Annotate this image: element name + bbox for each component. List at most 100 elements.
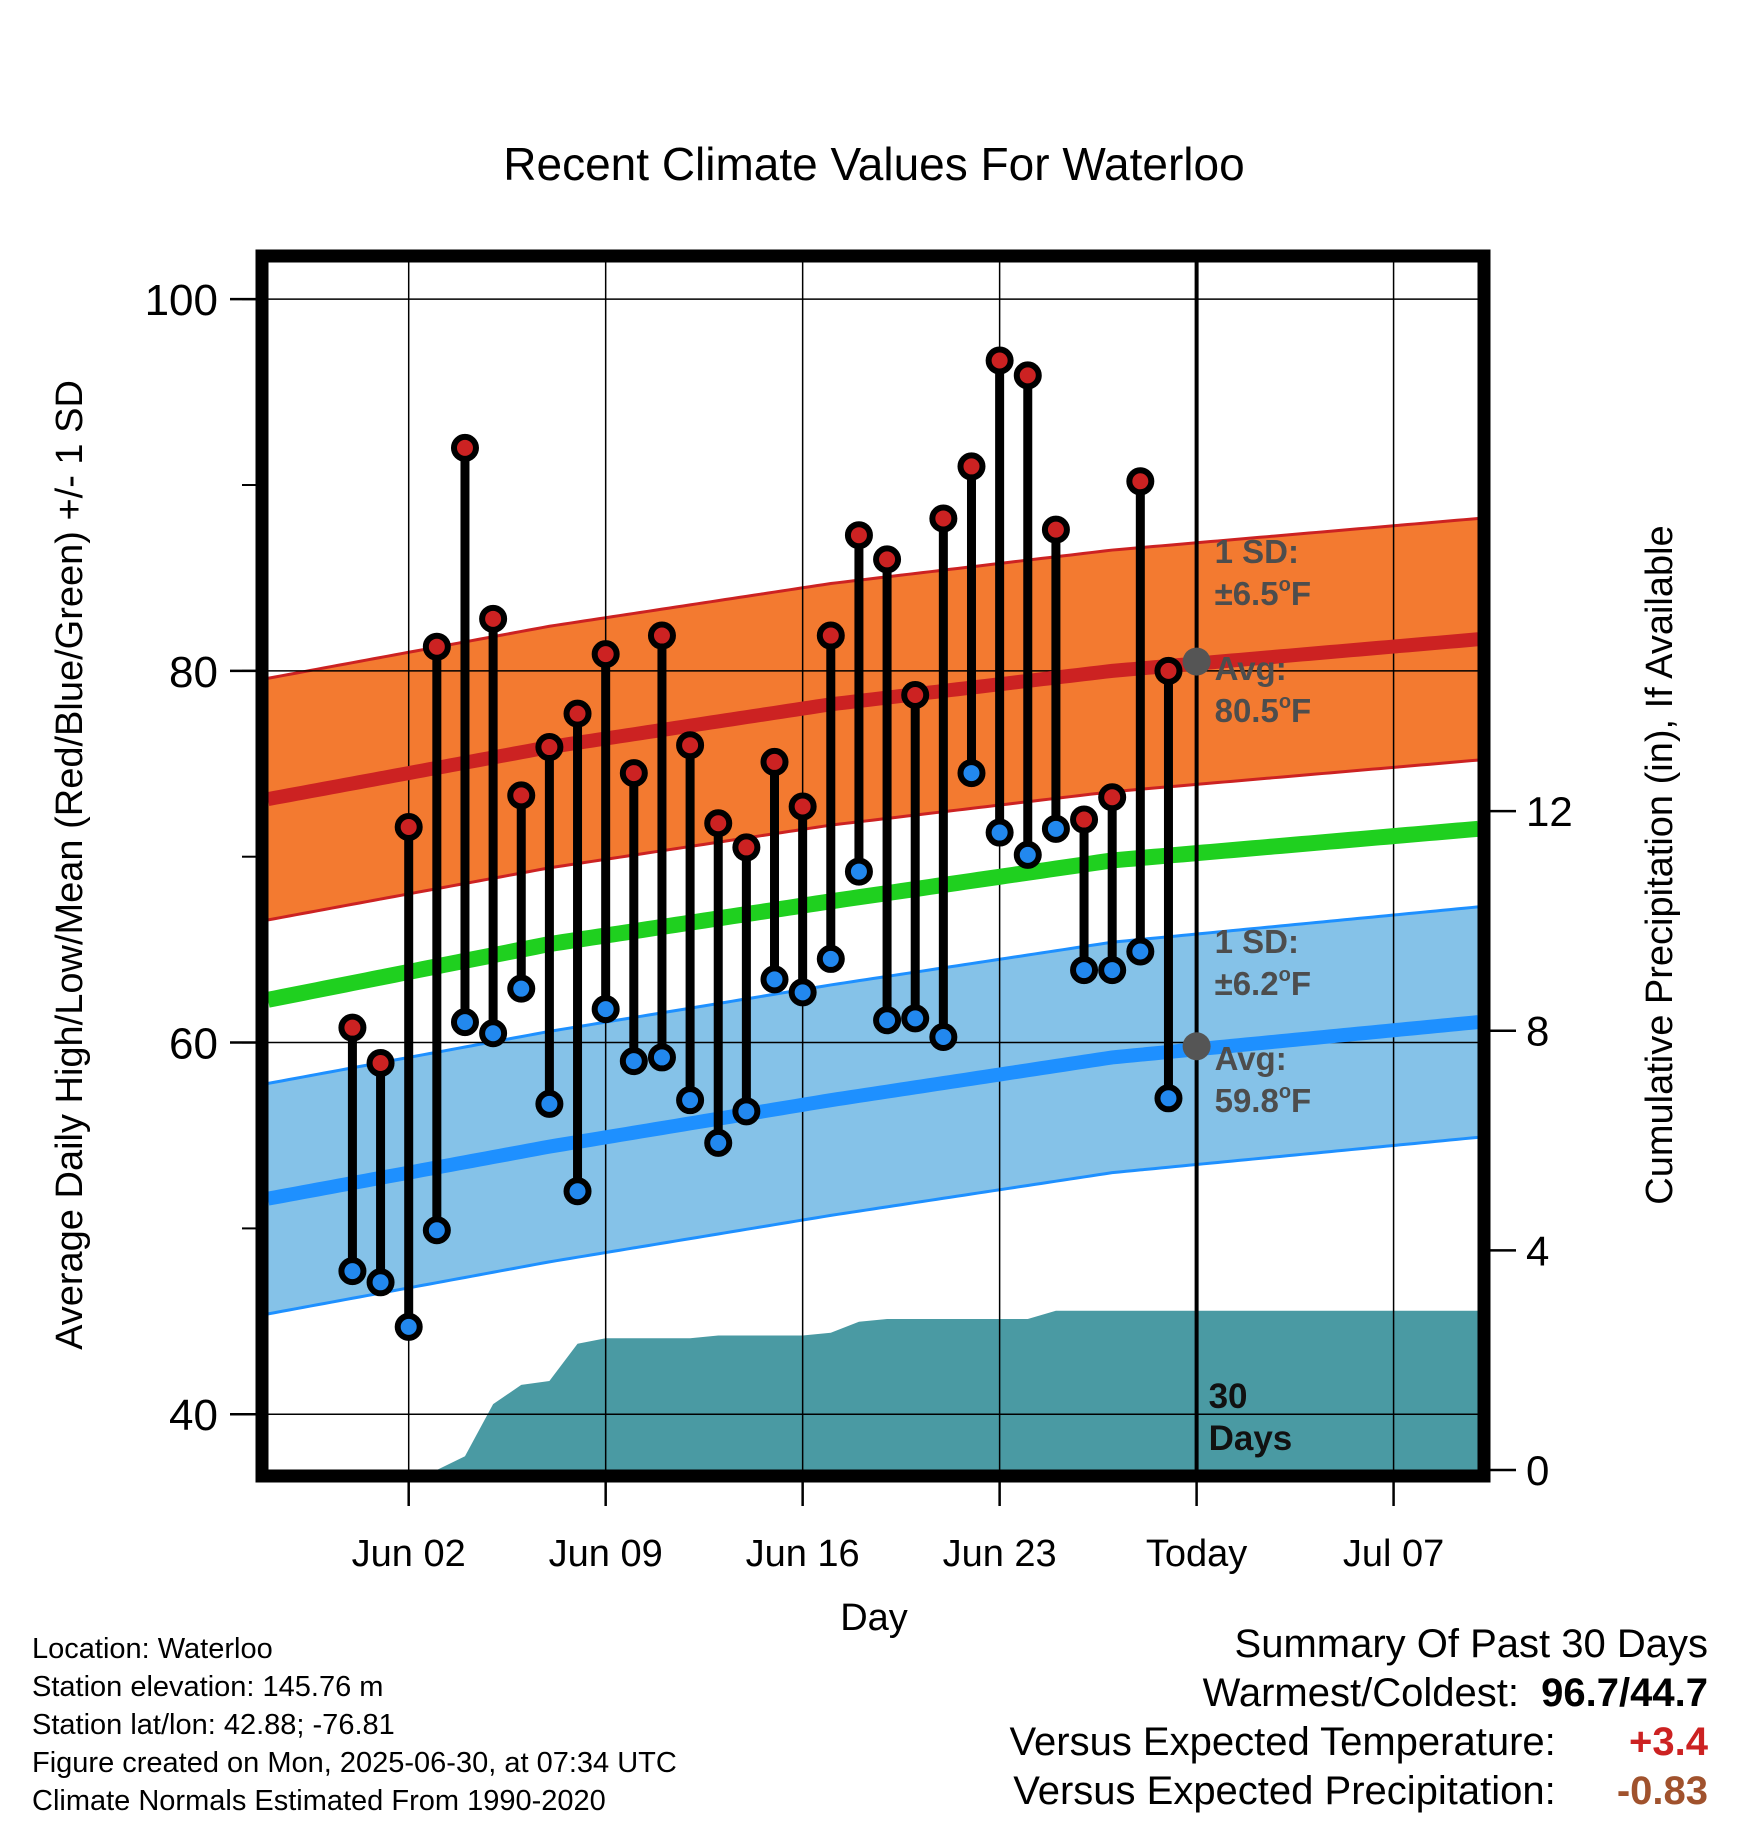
high-sd-annotation-line2: ±6.5oF	[1215, 574, 1311, 612]
daily-low-point	[1098, 956, 1127, 985]
footer-normals: Climate Normals Estimated From 1990-2020	[32, 1785, 606, 1817]
daily-low-point	[816, 944, 845, 973]
daily-high-point	[1098, 783, 1127, 812]
summary-warm-cold: Warmest/Coldest: 96.7/44.7	[1010, 1671, 1708, 1720]
daily-high-point	[394, 812, 423, 841]
y-tick-label: 40	[169, 1391, 218, 1440]
x-tick-label: Jun 23	[943, 1533, 1057, 1575]
low-avg-annotation-unit: F	[1291, 1082, 1311, 1119]
daily-low-point	[507, 974, 536, 1003]
summary-warm-cold-label: Warmest/Coldest:	[1202, 1671, 1519, 1715]
summary-precip: Versus Expected Precipitation: -0.83	[1010, 1769, 1708, 1818]
summary-temp: Versus Expected Temperature: +3.4	[1010, 1720, 1708, 1769]
daily-low-point	[1154, 1084, 1183, 1113]
daily-high-point	[873, 545, 902, 574]
plot-frame	[255, 249, 1491, 1483]
daily-low-point	[704, 1128, 733, 1157]
daily-high-point	[563, 699, 592, 728]
high-band-upper-edge	[268, 516, 1478, 680]
high-normal-line	[268, 632, 1478, 806]
y2-tick-label: 0	[1526, 1447, 1549, 1494]
daily-low-point	[873, 1006, 902, 1035]
daily-high-point	[507, 781, 536, 810]
y2-axis-label: Cumulative Precipitation (in), If Availa…	[1639, 525, 1681, 1204]
precip-area	[268, 1310, 1478, 1470]
daily-high-point	[535, 733, 564, 762]
daily-low-point	[676, 1086, 705, 1115]
x-tick-label: Jun 16	[746, 1533, 860, 1575]
low-avg-marker	[1182, 1032, 1211, 1061]
window-label-unit: Days	[1209, 1419, 1293, 1458]
x-tick-label: Today	[1146, 1533, 1247, 1575]
daily-high-point	[338, 1013, 367, 1042]
daily-low-point	[1070, 956, 1099, 985]
daily-low-point	[535, 1089, 564, 1118]
daily-high-point	[1013, 361, 1042, 390]
y-tick-label: 100	[145, 276, 218, 325]
daily-high-point	[732, 833, 761, 862]
y2-tick-label: 4	[1526, 1227, 1549, 1274]
summary-temp-value: +3.4	[1629, 1720, 1708, 1764]
daily-low-point	[844, 857, 873, 886]
daily-high-point	[676, 731, 705, 760]
daily-low-point	[732, 1097, 761, 1126]
summary-precip-value: -0.83	[1616, 1769, 1708, 1813]
daily-high-point	[816, 621, 845, 650]
summary-temp-label: Versus Expected Temperature:	[1009, 1720, 1556, 1764]
footer-latlon: Station lat/lon: 42.88; -76.81	[32, 1709, 395, 1741]
high-sd-annotation-line1: 1 SD:	[1215, 533, 1299, 570]
low-sd-annotation-degree: o	[1279, 964, 1291, 986]
daily-low-point	[563, 1177, 592, 1206]
y-axis-label: Average Daily High/Low/Mean (Red/Blue/Gr…	[49, 380, 91, 1350]
daily-high-point	[760, 747, 789, 776]
daily-low-point	[647, 1043, 676, 1072]
daily-low-point	[591, 995, 620, 1024]
footer-info: Location: Waterloo Station elevation: 14…	[32, 1630, 677, 1820]
daily-low-point	[394, 1312, 423, 1341]
mean-normal-line	[268, 820, 1478, 1008]
daily-high-point	[957, 452, 986, 481]
daily-high-point	[901, 681, 930, 710]
daily-low-point	[450, 1008, 479, 1037]
high-sd-band	[268, 518, 1478, 920]
daily-low-point	[788, 978, 817, 1007]
summary-title: Summary Of Past 30 Days	[1234, 1622, 1708, 1666]
daily-high-point	[844, 521, 873, 550]
low-band-upper-edge	[268, 905, 1478, 1085]
daily-low-point	[985, 818, 1014, 847]
y2-tick-label: 12	[1526, 788, 1573, 835]
daily-high-point	[422, 632, 451, 661]
daily-high-point	[1126, 467, 1155, 496]
daily-high-point	[479, 604, 508, 633]
footer-elevation: Station elevation: 145.76 m	[32, 1671, 384, 1703]
low-avg-annotation-degree: o	[1279, 1081, 1291, 1103]
summary-warm-cold-value: 96.7/44.7	[1541, 1671, 1708, 1715]
high-avg-annotation-line1: Avg:	[1215, 650, 1287, 687]
low-band-lower-edge	[268, 1135, 1478, 1316]
window-label-count: 30	[1209, 1377, 1248, 1416]
daily-high-point	[619, 759, 648, 788]
x-tick-label: Jul 07	[1343, 1533, 1444, 1575]
daily-high-point	[450, 433, 479, 462]
summary-panel: Summary Of Past 30 Days Warmest/Coldest:…	[1010, 1622, 1708, 1818]
daily-high-point	[1041, 515, 1070, 544]
daily-high-point	[647, 621, 676, 650]
high-sd-annotation-unit: F	[1291, 575, 1311, 612]
daily-low-point	[366, 1268, 395, 1297]
low-normal-line	[268, 1015, 1478, 1206]
daily-high-point	[366, 1048, 395, 1077]
daily-high-point	[1154, 656, 1183, 685]
daily-high-point	[1070, 805, 1099, 834]
x-tick-label: Jun 09	[549, 1533, 663, 1575]
low-sd-annotation-line1: 1 SD:	[1215, 923, 1299, 960]
chart-title: Recent Climate Values For Waterloo	[503, 138, 1244, 190]
daily-low-point	[760, 965, 789, 994]
low-avg-annotation-line2: 59.8oF	[1215, 1081, 1312, 1119]
daily-low-point	[1013, 840, 1042, 869]
y-tick-label: 80	[169, 648, 218, 697]
footer-location: Location: Waterloo	[32, 1633, 273, 1665]
plot-area: 1 SD: ±6.5oF Avg: 80.5oF 1 SD: ±6.2oF Avg: 59.8…	[145, 249, 1573, 1575]
high-avg-marker	[1182, 647, 1211, 676]
high-sd-annotation-degree: o	[1279, 574, 1291, 596]
high-avg-annotation-degree: o	[1279, 691, 1291, 713]
